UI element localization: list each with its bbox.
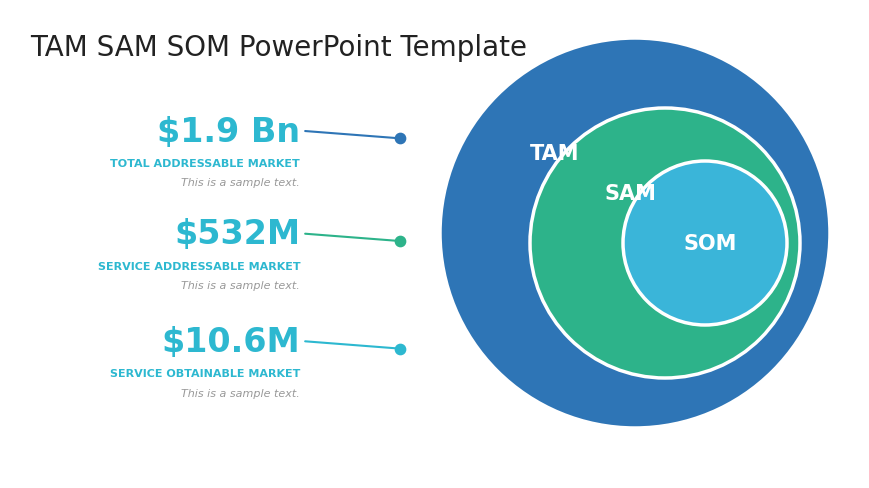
Point bbox=[393, 135, 407, 143]
Text: SOM: SOM bbox=[682, 234, 736, 253]
Circle shape bbox=[622, 162, 786, 325]
Point bbox=[393, 238, 407, 245]
Text: This is a sample text.: This is a sample text. bbox=[182, 281, 300, 290]
Text: TAM: TAM bbox=[529, 143, 579, 163]
Circle shape bbox=[529, 109, 799, 378]
Text: TAM SAM SOM PowerPoint Template: TAM SAM SOM PowerPoint Template bbox=[30, 34, 527, 62]
Text: $1.9 Bn: $1.9 Bn bbox=[156, 115, 300, 148]
Text: SERVICE ADDRESSABLE MARKET: SERVICE ADDRESSABLE MARKET bbox=[97, 261, 300, 271]
Text: This is a sample text.: This is a sample text. bbox=[182, 178, 300, 188]
Point bbox=[393, 345, 407, 353]
Circle shape bbox=[440, 39, 829, 428]
Text: $10.6M: $10.6M bbox=[162, 325, 300, 358]
Text: This is a sample text.: This is a sample text. bbox=[182, 388, 300, 398]
Text: $532M: $532M bbox=[174, 218, 300, 251]
Text: TOTAL ADDRESSABLE MARKET: TOTAL ADDRESSABLE MARKET bbox=[110, 159, 300, 168]
Text: SAM: SAM bbox=[603, 183, 655, 203]
Text: SERVICE OBTAINABLE MARKET: SERVICE OBTAINABLE MARKET bbox=[109, 368, 300, 378]
